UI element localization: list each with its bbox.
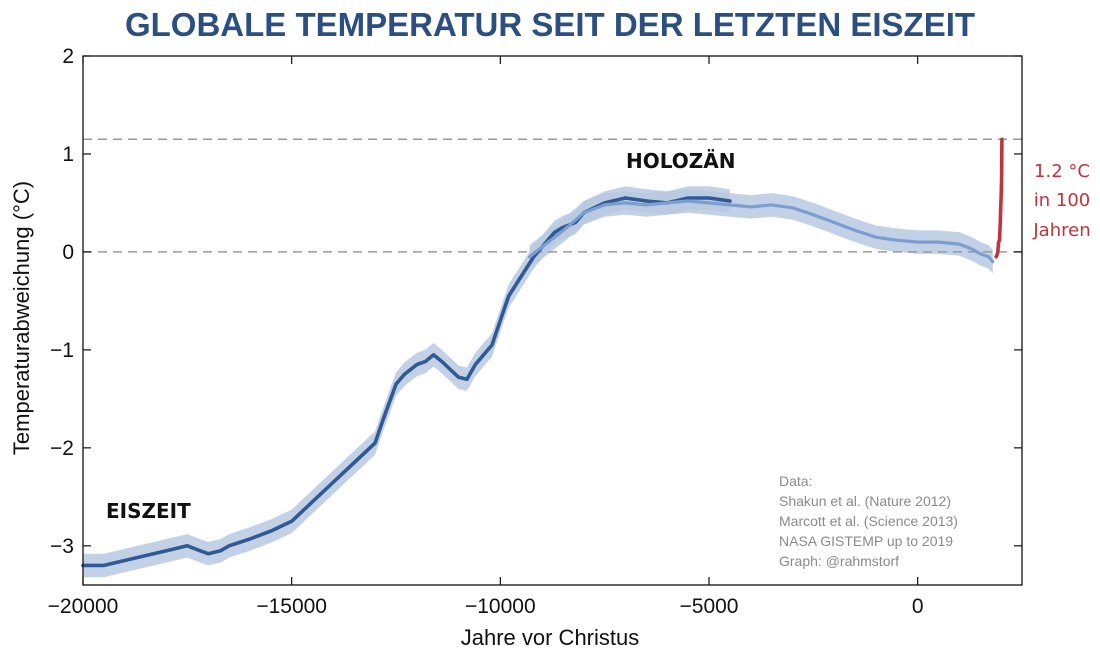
plot-frame — [82, 55, 1023, 586]
x-axis-label: Jahre vor Christus — [461, 625, 640, 650]
series-line-2 — [527, 199, 995, 264]
source-line-shakun: Shakun et al. (Nature 2012) — [779, 493, 951, 509]
y-axis-label: Temperaturabweichung (°C) — [9, 181, 34, 455]
source-line-marcott: Marcott et al. (Science 2013) — [779, 513, 958, 529]
y-tick-label: 0 — [62, 241, 74, 264]
x-tick-label: −15000 — [256, 595, 327, 618]
x-tick-label: 0 — [912, 595, 924, 618]
y-tick-label: 1 — [62, 143, 74, 166]
red-annotation-line-1: 1.2 °C — [1034, 161, 1090, 182]
plot-area: −20000 −15000 −10000 −5000 0 2 1 0 −1 −2 −3 — [48, 45, 1023, 618]
y-tick-label: −2 — [50, 437, 74, 460]
red-annotation-line-3: Jahren — [1032, 220, 1090, 241]
annotation-eiszeit: EISZEIT — [106, 499, 191, 523]
source-line-data: Data: — [779, 473, 812, 489]
chart-title: GLOBALE TEMPERATUR SEIT DER LETZTEN EISZ… — [125, 6, 975, 43]
source-line-credit: Graph: @rahmstorf — [779, 553, 899, 569]
red-annotation-line-2: in 100 — [1034, 190, 1091, 211]
y-tick-label: −3 — [50, 535, 74, 558]
x-tick-label: −20000 — [48, 595, 119, 618]
source-line-gistemp: NASA GISTEMP up to 2019 — [779, 533, 953, 549]
x-tick-label: −5000 — [680, 595, 739, 618]
x-tick-label: −10000 — [465, 595, 536, 618]
series-line-3 — [994, 137, 1004, 259]
uncertainty-band-1 — [83, 186, 730, 578]
annotation-holozaen: HOLOZÄN — [626, 149, 736, 173]
uncertainty-band-2 — [529, 189, 993, 274]
y-tick-label: 2 — [62, 45, 74, 68]
y-tick-label: −1 — [50, 339, 74, 362]
